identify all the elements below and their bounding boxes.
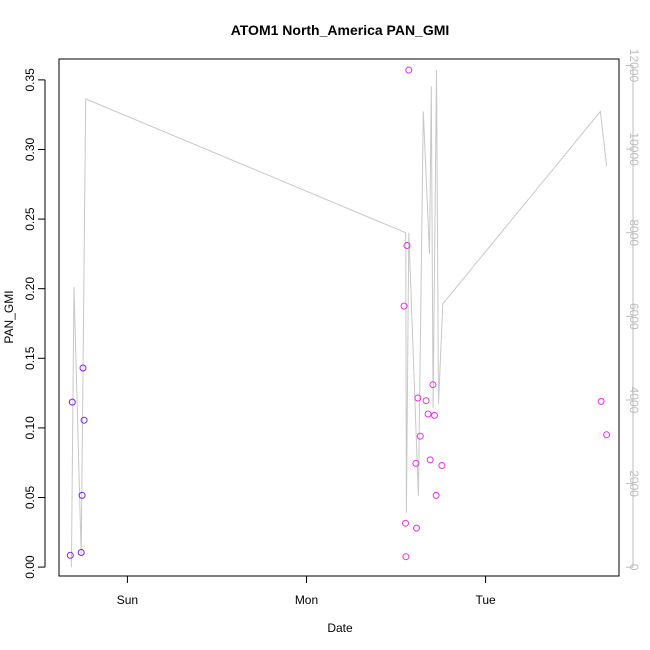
series-line xyxy=(70,69,608,568)
right-y-tick-label: 10000 xyxy=(627,132,641,166)
data-point xyxy=(603,431,611,439)
data-point xyxy=(77,549,85,556)
plot-content xyxy=(66,66,611,568)
y-tick-label: 0.15 xyxy=(23,346,37,370)
y-axis-label: PAN_GMI xyxy=(2,290,16,343)
data-point xyxy=(402,519,409,527)
right-y-tick-label: 4000 xyxy=(627,387,641,414)
plot-frame xyxy=(58,58,620,577)
y-tick-label: 0.05 xyxy=(23,485,37,509)
x-tick-label: Sun xyxy=(117,593,138,607)
right-y-tick-label: 2000 xyxy=(627,470,641,497)
right-y-axis: 0 2000 4000 6000 8000 10000 12000 xyxy=(626,49,641,571)
data-point xyxy=(426,456,434,464)
data-point xyxy=(431,411,438,419)
data-point xyxy=(78,491,86,499)
data-point xyxy=(405,66,413,74)
data-point xyxy=(597,397,605,405)
data-point xyxy=(79,364,87,372)
y-tick-label: 0.10 xyxy=(23,416,37,440)
data-point xyxy=(414,394,422,402)
data-point xyxy=(429,381,437,389)
chart-title: ATOM1 North_America PAN_GMI xyxy=(231,22,450,38)
right-y-tick-label: 8000 xyxy=(627,219,641,246)
data-point xyxy=(400,302,408,310)
x-axis-label: Date xyxy=(327,621,353,635)
y-tick-label: 0.20 xyxy=(23,277,37,301)
x-tick-label: Tue xyxy=(475,593,496,607)
y-tick-label: 0.25 xyxy=(23,207,37,231)
data-point xyxy=(432,491,440,499)
y-axis: 0.00 0.05 0.10 0.15 0.20 0.25 0.30 0.35 xyxy=(23,68,46,579)
data-point xyxy=(424,410,432,418)
y-tick-label: 0.30 xyxy=(23,137,37,161)
x-tick-label: Mon xyxy=(295,593,318,607)
data-point xyxy=(438,462,446,469)
data-point xyxy=(412,459,420,467)
right-y-tick-label: 0 xyxy=(627,564,641,571)
y-tick-label: 0.35 xyxy=(23,68,37,92)
data-point xyxy=(403,242,411,249)
y-tick-label: 0.00 xyxy=(23,555,37,579)
data-point xyxy=(422,397,430,405)
data-point xyxy=(416,432,424,440)
data-point xyxy=(80,416,88,424)
data-point xyxy=(413,524,420,532)
right-y-tick-label: 6000 xyxy=(627,303,641,330)
data-point xyxy=(66,551,74,559)
data-point xyxy=(402,553,410,561)
x-axis: Sun Mon Tue xyxy=(117,575,496,607)
right-y-tick-label: 12000 xyxy=(627,49,641,83)
data-point xyxy=(68,398,76,406)
